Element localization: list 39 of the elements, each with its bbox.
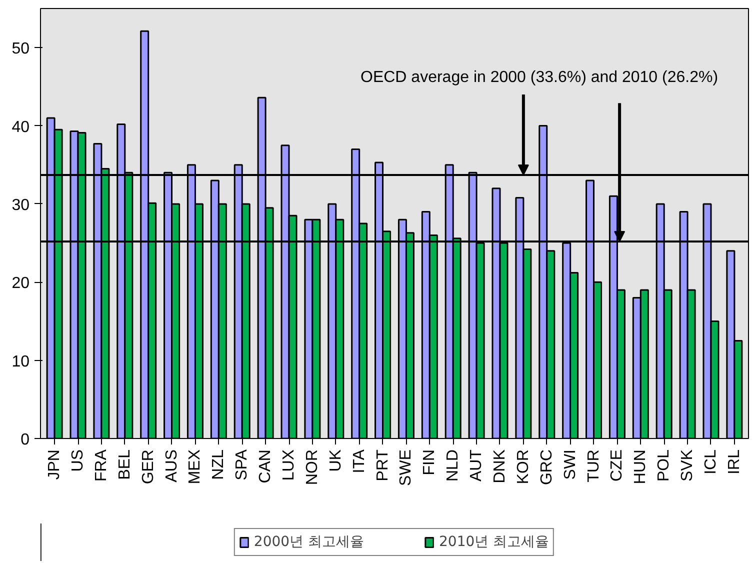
- y-tick-label: 40: [12, 118, 30, 136]
- legend-label: 2000년 최고세율: [254, 533, 364, 551]
- x-tick-label: IRL: [726, 449, 743, 474]
- x-tick-label: POL: [656, 449, 673, 482]
- x-tick-label: MEX: [186, 449, 204, 484]
- x-tick-label: ICL: [702, 449, 720, 474]
- y-tick-label: 30: [12, 196, 30, 214]
- x-tick-label: HUN: [632, 449, 650, 484]
- x-tick-label: TUR: [585, 449, 602, 482]
- x-tick-label: JPN: [46, 449, 64, 480]
- x-tick-label: CAN: [257, 450, 274, 484]
- x-tick-label: SWI: [562, 450, 579, 480]
- x-tick-label: FRA: [92, 449, 110, 482]
- x-tick-label: ITA: [350, 449, 368, 474]
- x-tick-label: AUT: [468, 449, 486, 482]
- x-tick-label: GRC: [538, 449, 556, 486]
- annotation: OECD average in 2000 (33.6%) and 2010 (26.2%): [360, 68, 718, 86]
- x-tick-label: FIN: [421, 449, 438, 476]
- x-tick-label: NOR: [304, 449, 321, 486]
- y-tick-label: 10: [12, 353, 30, 370]
- x-tick-label: US: [70, 449, 87, 472]
- x-tick-label: UK: [327, 449, 344, 472]
- x-tick-label: DNK: [491, 449, 508, 484]
- legend-label: 2010년 최고세율: [439, 533, 550, 551]
- x-tick-label: LUX: [280, 449, 298, 481]
- x-tick-label: CZE: [608, 450, 626, 482]
- x-tick-label: NZL: [210, 449, 228, 480]
- x-tick-label: GER: [140, 450, 157, 484]
- x-tick-label: AUS: [163, 449, 180, 482]
- y-tick-label: 50: [12, 40, 30, 58]
- y-tick-label: 20: [12, 275, 30, 292]
- x-tick-label: PRT: [374, 449, 392, 482]
- x-tick-label: SWE: [398, 449, 415, 486]
- y-tick-label: 0: [20, 432, 30, 448]
- x-tick-label: NLD: [444, 449, 462, 482]
- x-tick-label: BEL: [116, 449, 134, 480]
- x-tick-label: KOR: [514, 450, 532, 484]
- x-tick-label: SPA: [234, 449, 251, 480]
- x-tick-label: SVK: [679, 449, 696, 482]
